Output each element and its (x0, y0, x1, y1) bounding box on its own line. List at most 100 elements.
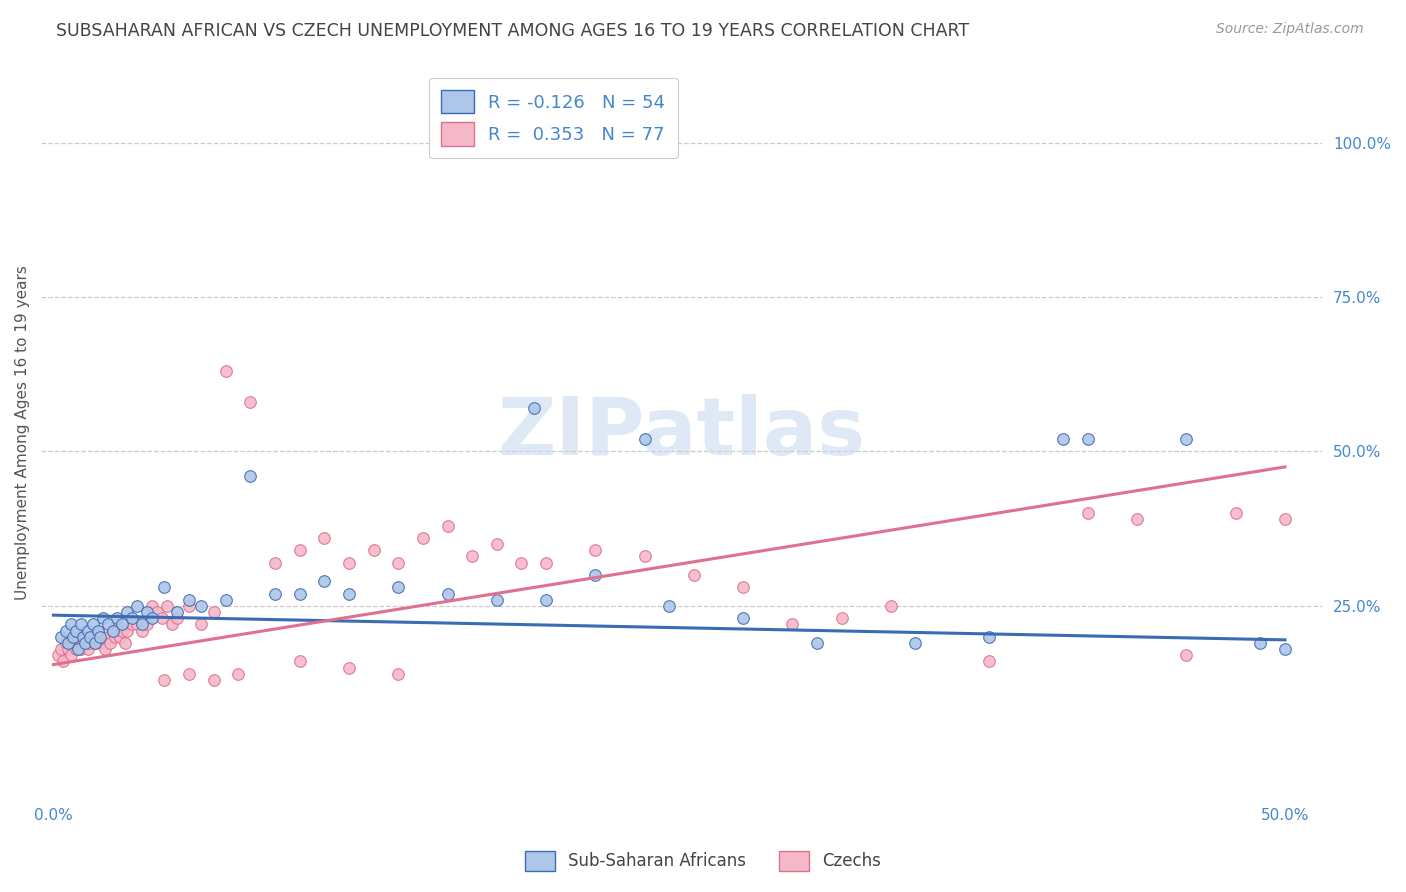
Point (153, 580, 176, 594)
Point (806, 636, 828, 650)
Point (131, 617, 153, 632)
Point (67, 630, 90, 644)
Point (510, 556, 533, 570)
Point (131, 624, 153, 638)
Point (658, 599, 681, 613)
Point (150, 611, 173, 625)
Point (69, 642, 91, 657)
Point (55, 636, 77, 650)
Point (75, 630, 97, 644)
Point (202, 605, 225, 619)
Point (190, 617, 212, 632)
Point (534, 592, 557, 607)
Point (153, 673, 176, 687)
Legend: Sub-Saharan Africans, Czechs: Sub-Saharan Africans, Czechs (516, 842, 890, 880)
Point (79, 636, 101, 650)
Legend: R = -0.126   N = 54, R =  0.353   N = 77: R = -0.126 N = 54, R = 0.353 N = 77 (429, 78, 678, 158)
Point (89, 630, 111, 644)
Point (48, 648, 70, 663)
Point (485, 537, 508, 551)
Point (108, 630, 131, 644)
Point (58, 636, 80, 650)
Point (82, 630, 104, 644)
Point (1274, 642, 1296, 657)
Point (239, 469, 262, 483)
Point (107, 617, 129, 632)
Point (177, 592, 200, 607)
Point (226, 666, 249, 681)
Point (436, 518, 458, 533)
Point (485, 592, 508, 607)
Point (177, 599, 200, 613)
Point (1052, 432, 1074, 446)
Point (77, 642, 100, 657)
Point (121, 611, 143, 625)
Point (387, 580, 409, 594)
Point (117, 605, 139, 619)
Point (904, 636, 927, 650)
Point (111, 617, 134, 632)
Point (79, 630, 101, 644)
Point (1077, 432, 1099, 446)
Point (84, 636, 107, 650)
Point (97, 617, 120, 632)
Point (1077, 506, 1099, 520)
Point (127, 599, 149, 613)
Point (141, 611, 163, 625)
Point (49, 642, 72, 657)
Point (733, 580, 755, 594)
Point (461, 549, 484, 564)
Point (436, 586, 458, 600)
Point (67, 642, 90, 657)
Point (979, 655, 1001, 669)
Point (337, 586, 360, 600)
Point (62, 636, 84, 650)
Point (156, 599, 179, 613)
Point (190, 599, 212, 613)
Point (202, 673, 225, 687)
Point (166, 611, 188, 625)
Point (121, 617, 143, 632)
Point (264, 586, 287, 600)
Point (49, 630, 72, 644)
Point (94, 642, 117, 657)
Point (97, 630, 120, 644)
Point (1225, 506, 1247, 520)
Point (91, 611, 114, 625)
Point (87, 624, 110, 638)
Point (633, 432, 655, 446)
Text: ZIPatlas: ZIPatlas (498, 394, 866, 472)
Point (314, 574, 336, 589)
Point (59, 617, 82, 632)
Point (534, 556, 557, 570)
Text: Source: ZipAtlas.com: Source: ZipAtlas.com (1216, 22, 1364, 37)
Point (58, 642, 80, 657)
Point (1347, 117, 1369, 131)
Point (77, 624, 100, 638)
Point (880, 599, 903, 613)
Point (101, 624, 124, 638)
Point (363, 543, 385, 558)
Point (52, 655, 75, 669)
Point (111, 624, 134, 638)
Point (166, 605, 188, 619)
Point (387, 666, 409, 681)
Point (1126, 512, 1149, 526)
Point (141, 599, 163, 613)
Point (136, 605, 159, 619)
Point (264, 556, 287, 570)
Point (239, 395, 262, 409)
Point (89, 636, 111, 650)
Point (288, 655, 311, 669)
Point (101, 624, 124, 638)
Point (127, 617, 149, 632)
Point (412, 531, 434, 545)
Point (288, 586, 311, 600)
Point (1274, 512, 1296, 526)
Point (215, 364, 238, 378)
Point (136, 617, 159, 632)
Point (98, 636, 121, 650)
Y-axis label: Unemployment Among Ages 16 to 19 years: Unemployment Among Ages 16 to 19 years (15, 266, 30, 600)
Point (75, 636, 97, 650)
Point (583, 543, 606, 558)
